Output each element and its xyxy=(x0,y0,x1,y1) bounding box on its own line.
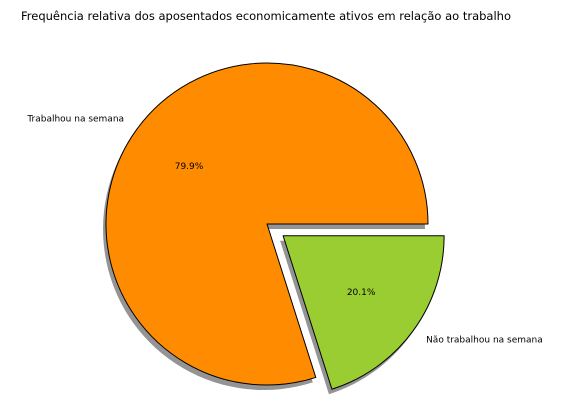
chart-title: Frequência relativa dos aposentados econ… xyxy=(21,9,511,23)
pie-slice-nao-trabalhou-na-semana xyxy=(282,235,445,390)
pie-category-label-trabalhou-na-semana: Trabalhou na semana xyxy=(26,114,124,124)
pie-slices xyxy=(105,62,445,390)
pie-labels: 79.9% Trabalhou na semana 20.1% Não trabalh… xyxy=(26,114,542,345)
pie-category-label-nao-trabalhou-na-semana: Não trabalhou na semana xyxy=(426,335,543,345)
pie-slice-trabalhou-na-semana xyxy=(105,62,429,386)
pie-percent-label-nao-trabalhou-na-semana: 20.1% xyxy=(347,288,376,298)
pie-percent-label-trabalhou-na-semana: 79.9% xyxy=(175,162,204,172)
